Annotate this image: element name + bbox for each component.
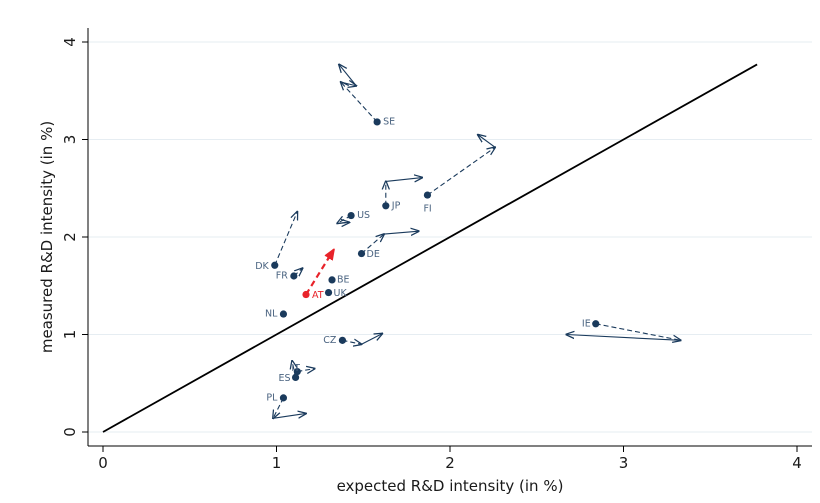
arrow-pl-1 [273,397,284,418]
point-es [291,373,300,381]
arrow-jp-2 [385,178,422,182]
arrow-de-2 [384,231,419,234]
point-label-at: AT [312,290,324,301]
arrow-dk-1 [274,212,298,266]
point-label-fr: FR [276,271,288,282]
arrow-ie-2 [566,335,681,341]
point-fi [423,191,432,199]
y-tick-label-1: 1 [61,330,79,340]
point-label-se: SE [383,116,395,127]
x-axis-title: expected R&D intensity (in %) [337,477,564,495]
x-tick-label-0: 0 [98,454,108,472]
point-label-uk: UK [334,288,348,299]
point-uk [324,288,333,297]
point-dk [271,261,279,269]
arrow-at-1 [305,250,334,296]
point-label-de: DE [367,249,380,260]
point-label-be: BE [337,274,350,285]
point-de [357,249,366,258]
reference-line-group [102,63,758,433]
point-label-es: ES [279,373,291,384]
point-label-ie: IE [582,318,591,329]
point-label-fi: FI [423,204,431,215]
point-cz [338,336,347,344]
x-tick-label-4: 4 [792,454,802,472]
point-it [293,367,301,376]
point-fr [290,272,298,280]
y-tick-label-4: 4 [61,37,79,47]
y-tick-label-3: 3 [61,135,79,145]
point-pl [279,394,288,402]
point-label-it: IT [291,363,300,374]
y-axis-title: measured R&D intensity (in %) [38,121,56,353]
arrow-se-3 [339,64,357,87]
point-ie [592,320,600,328]
axes: 0 1 2 3 4 0 1 2 3 4 [61,28,812,472]
arrow-se-2 [340,82,357,86]
point-label-dk: DK [255,261,269,272]
arrow-cz-2 [361,334,383,345]
arrow-fi-2 [478,135,496,148]
x-tick-label-2: 2 [445,454,455,472]
point-label-us: US [357,210,370,221]
point-label-pl: PL [266,392,278,403]
x-tick-label-1: 1 [272,454,282,472]
arrow-us-2 [337,222,349,223]
point-be [328,276,336,284]
movement-arrows [273,64,681,418]
arrow-fi-1 [427,147,495,196]
point-label-jp: JP [391,200,401,211]
y-tick-label-2: 2 [61,232,79,242]
x-tick-label-3: 3 [619,454,629,472]
arrow-ie-1 [595,323,681,341]
point-label-cz: CZ [323,335,337,346]
point-se [373,118,381,126]
point-us [347,211,355,220]
point-at [302,290,310,299]
point-nl [279,310,288,318]
point-label-nl: NL [265,309,278,320]
arrow-de-1 [361,234,385,254]
arrow-pl-2 [272,413,306,419]
reference-line [102,63,758,433]
arrow-se-1 [341,82,378,123]
point-jp [382,202,390,210]
y-tick-label-0: 0 [61,427,79,437]
